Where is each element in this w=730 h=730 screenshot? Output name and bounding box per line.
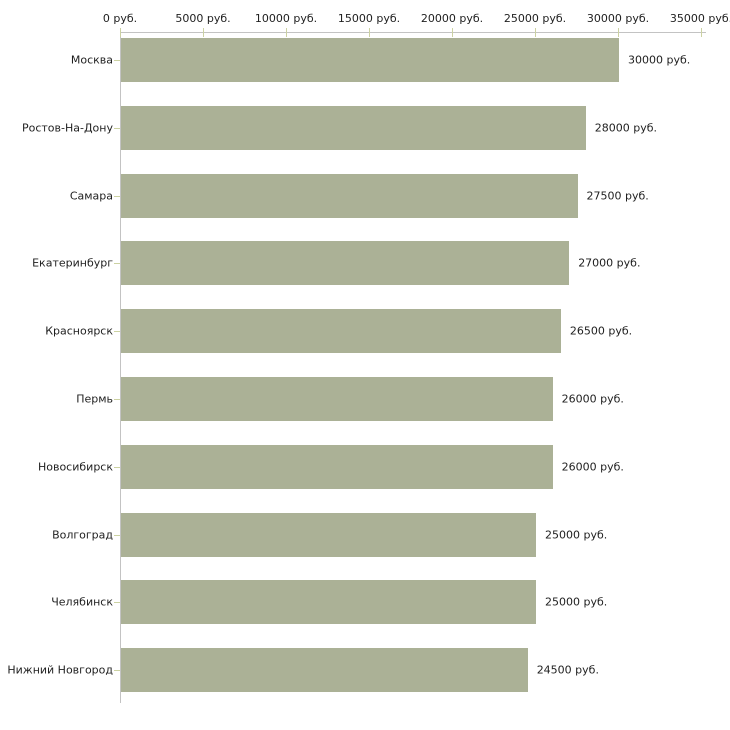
bar-row: Ростов-На-Дону 28000 руб.: [0, 100, 730, 168]
value-label: 26000 руб.: [561, 460, 624, 474]
x-axis-tick: [203, 28, 204, 37]
y-axis-line: [120, 32, 121, 703]
category-label: Москва: [70, 53, 113, 67]
x-axis-tick-label: 10000 руб.: [254, 12, 318, 25]
x-axis-tick-label: 25000 руб.: [503, 12, 567, 25]
bar-row: Нижний Новгород 24500 руб.: [0, 642, 730, 710]
x-axis-tick-label: 5000 руб.: [175, 12, 231, 25]
value-label: 26000 руб.: [561, 392, 624, 406]
bar-row: Волгоград 25000 руб.: [0, 507, 730, 575]
y-axis-tick: [114, 534, 120, 536]
category-label: Нижний Новгород: [7, 663, 113, 677]
bar: [121, 377, 553, 421]
value-label: 27500 руб.: [586, 189, 649, 203]
value-label: 30000 руб.: [628, 53, 691, 67]
bar-row: Новосибирск 26000 руб.: [0, 439, 730, 507]
y-axis-tick: [114, 466, 120, 468]
bar-row: Москва 30000 руб.: [0, 32, 730, 100]
bar: [121, 444, 553, 489]
y-axis-tick: [114, 670, 120, 672]
value-label: 25000 руб.: [545, 528, 608, 542]
x-axis-tick-label: 20000 руб.: [420, 12, 484, 25]
bar: [121, 105, 586, 150]
x-axis-tick: [535, 28, 536, 37]
category-label: Самара: [69, 189, 113, 203]
y-axis-tick: [114, 399, 120, 400]
bar: [121, 512, 536, 557]
category-label: Волгоград: [52, 528, 113, 542]
value-label: 28000 руб.: [594, 121, 658, 135]
x-axis-tick-label: 30000 руб.: [586, 12, 650, 25]
x-axis-tick-label: 15000 руб.: [337, 12, 401, 25]
value-label: 24500 руб.: [536, 663, 599, 677]
value-label: 25000 руб.: [545, 595, 608, 609]
bar: [121, 309, 561, 354]
x-axis-tick: [286, 28, 287, 37]
bar: [121, 580, 536, 625]
category-label: Челябинск: [51, 595, 113, 609]
y-axis-tick: [114, 263, 120, 265]
category-label: Красноярск: [45, 324, 113, 338]
category-label: Пермь: [76, 392, 113, 406]
y-axis-tick: [114, 331, 120, 333]
category-label: Ростов-На-Дону: [21, 121, 113, 135]
bar: [121, 173, 578, 218]
x-axis-tick-label: 35000 руб.: [669, 12, 730, 25]
bar-row: Пермь 26000 руб.: [0, 371, 730, 439]
y-axis-tick: [114, 60, 120, 61]
bar-row: Челябинск 25000 руб.: [0, 574, 730, 642]
bar: [121, 241, 570, 286]
bar-row: Екатеринбург 27000 руб.: [0, 235, 730, 303]
x-axis-tick: [701, 28, 702, 37]
y-axis-tick: [114, 602, 120, 604]
x-axis-tick: [369, 28, 370, 37]
value-label: 27000 руб.: [578, 256, 641, 270]
bar-rows: Москва 30000 руб. Ростов-На-Дону 28000 руб.…: [0, 32, 730, 710]
x-axis-line: [120, 32, 706, 33]
x-axis-tick-label: 0 руб.: [102, 12, 138, 25]
value-label: 26500 руб.: [569, 324, 633, 338]
bar: [121, 648, 528, 693]
x-axis-tick: [452, 28, 453, 37]
bar: [121, 38, 619, 82]
category-label: Екатеринбург: [32, 256, 113, 270]
bar-row: Самара 27500 руб.: [0, 168, 730, 236]
y-axis-tick: [114, 195, 120, 197]
bar-row: Красноярск 26500 руб.: [0, 303, 730, 371]
x-axis-tick: [618, 28, 619, 37]
y-axis-tick: [114, 127, 120, 129]
category-label: Новосибирск: [37, 460, 113, 474]
x-axis-tick: [120, 28, 121, 37]
